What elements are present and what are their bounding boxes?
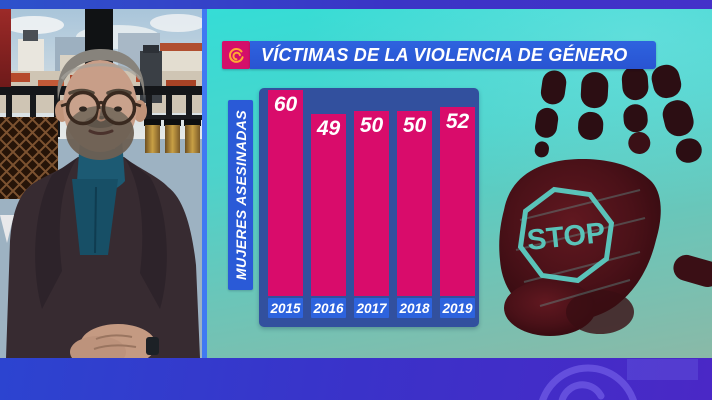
bar-chart-panel: 60 2015 49 2016 50 — [259, 88, 479, 327]
bar-column-2015: 60 2015 — [268, 90, 303, 318]
bar-value-label: 52 — [445, 110, 470, 133]
bar-value-label: 50 — [359, 114, 384, 137]
bars-row: 60 2015 49 2016 50 — [259, 88, 479, 327]
top-strip — [0, 0, 712, 9]
bar-value-label: 50 — [402, 114, 427, 137]
year-badge: 2015 — [268, 298, 303, 318]
presenter-illustration — [0, 9, 202, 358]
program-logo — [222, 41, 250, 69]
chart-bar: 50 — [397, 111, 432, 296]
y-axis-label-chip: MUJERES ASESINADAS — [228, 100, 253, 290]
clasped-hands — [70, 324, 159, 358]
fingerprints — [534, 64, 702, 163]
thumb-print — [673, 254, 712, 288]
pocket-square — [0, 215, 14, 243]
bar-column-2019: 52 2019 — [440, 107, 475, 318]
spiral-at-icon — [228, 47, 244, 63]
panel-divider — [202, 9, 207, 358]
headline-bar: VÍCTIMAS DE LA VIOLENCIA DE GÉNERO — [250, 41, 656, 69]
bar-column-2017: 50 2017 — [354, 111, 389, 318]
year-badge: 2018 — [397, 298, 432, 318]
studio-video-feed — [0, 9, 202, 358]
chart-bar: 52 — [440, 107, 475, 296]
presenter — [0, 49, 200, 358]
infographic-panel: STOP VÍCTIMAS DE LA VIOLENCIA DE GÉNERO … — [207, 9, 712, 358]
bar-value-label: 49 — [316, 117, 341, 140]
year-badge: 2017 — [354, 298, 389, 318]
year-badge: 2016 — [311, 298, 346, 318]
chart-bar: 50 — [354, 111, 389, 296]
headline-text: VÍCTIMAS DE LA VIOLENCIA DE GÉNERO — [261, 44, 628, 65]
spiral-watermark-icon — [539, 364, 637, 400]
bar-value-label: 60 — [273, 93, 298, 116]
chart-bar: 60 — [268, 90, 303, 296]
wristwatch — [146, 337, 159, 355]
y-axis-label: MUJERES ASESINADAS — [232, 109, 249, 281]
chart-bar: 49 — [311, 114, 346, 296]
stop-handprint-graphic: STOP — [499, 64, 712, 336]
lower-third-strip — [0, 358, 712, 400]
watermark-rectangle — [627, 359, 698, 380]
hair — [57, 49, 145, 101]
year-badge: 2019 — [440, 298, 475, 318]
bar-column-2018: 50 2018 — [397, 111, 432, 318]
bar-column-2016: 49 2016 — [311, 114, 346, 318]
